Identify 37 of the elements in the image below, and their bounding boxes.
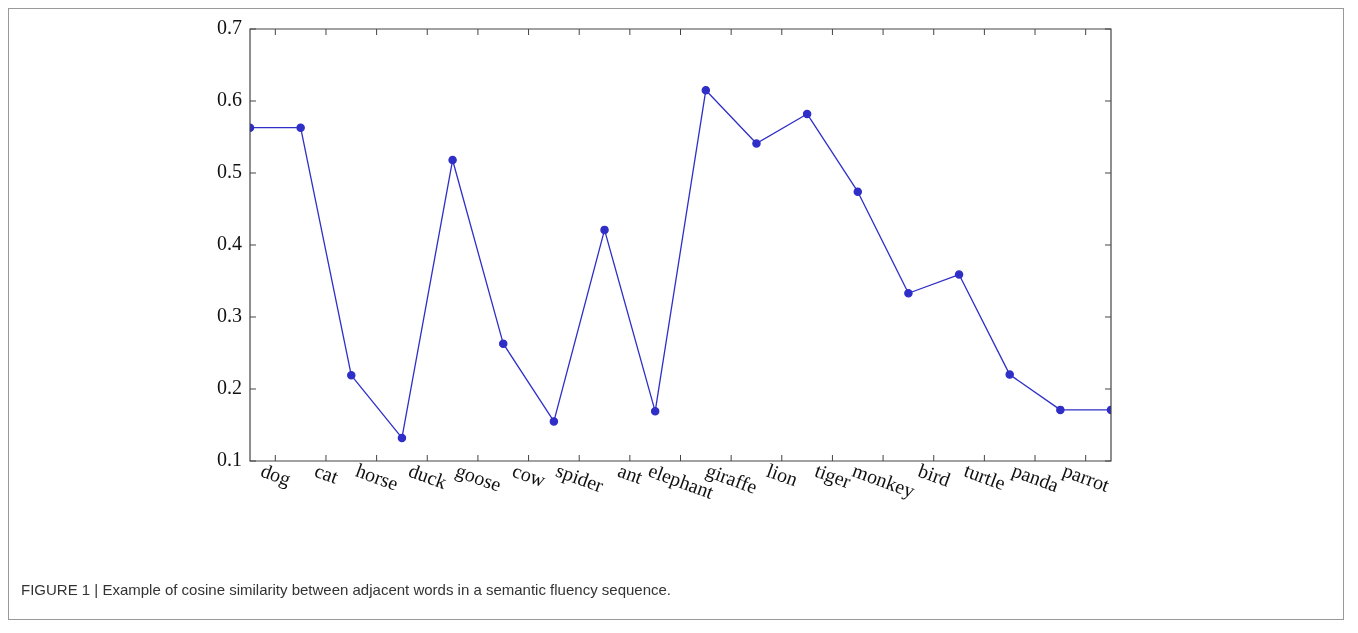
point	[853, 187, 863, 196]
x-tick-label: spider	[552, 458, 607, 498]
point	[498, 339, 508, 348]
point	[752, 139, 761, 148]
y-tick-label: 0.7	[217, 16, 242, 39]
y-tick-label: 0.3	[217, 304, 242, 327]
x-tick-label: goose	[452, 458, 505, 497]
x-tick-label: dog	[257, 458, 294, 491]
caption: FIGURE 1 | Example of cosine similarity between adjacent words in a semantic fluency sequence.	[21, 581, 672, 598]
y-tick-label: 0.2	[217, 376, 242, 399]
x-tick-label: horse	[353, 458, 402, 495]
x-tick-label: panda	[1009, 458, 1062, 497]
x-tick-label: duck	[405, 458, 450, 493]
x-tick-label: cow	[509, 458, 550, 492]
y-tick-label: 0.6	[217, 88, 242, 111]
point	[397, 433, 407, 443]
point	[600, 225, 609, 235]
point	[650, 407, 660, 416]
x-tick-label: cat	[311, 458, 342, 488]
point	[701, 85, 711, 95]
x-tick-label: parrot	[1059, 458, 1113, 498]
x-tick-label: lion	[764, 458, 801, 491]
point	[549, 417, 559, 426]
x-tick-label: ant	[615, 458, 647, 489]
x-tick-label: bird	[915, 458, 954, 491]
point	[904, 288, 913, 298]
point	[802, 109, 812, 119]
point	[296, 123, 305, 132]
y-tick-label: 0.4	[217, 232, 242, 255]
x-tick-label: turtle	[961, 458, 1009, 495]
y-tick-label: 0.5	[217, 160, 242, 183]
point	[448, 155, 457, 165]
point	[1056, 405, 1065, 415]
y-tick-label: 0.1	[217, 448, 242, 471]
point	[1005, 370, 1014, 379]
point	[347, 371, 356, 380]
point	[954, 270, 964, 279]
